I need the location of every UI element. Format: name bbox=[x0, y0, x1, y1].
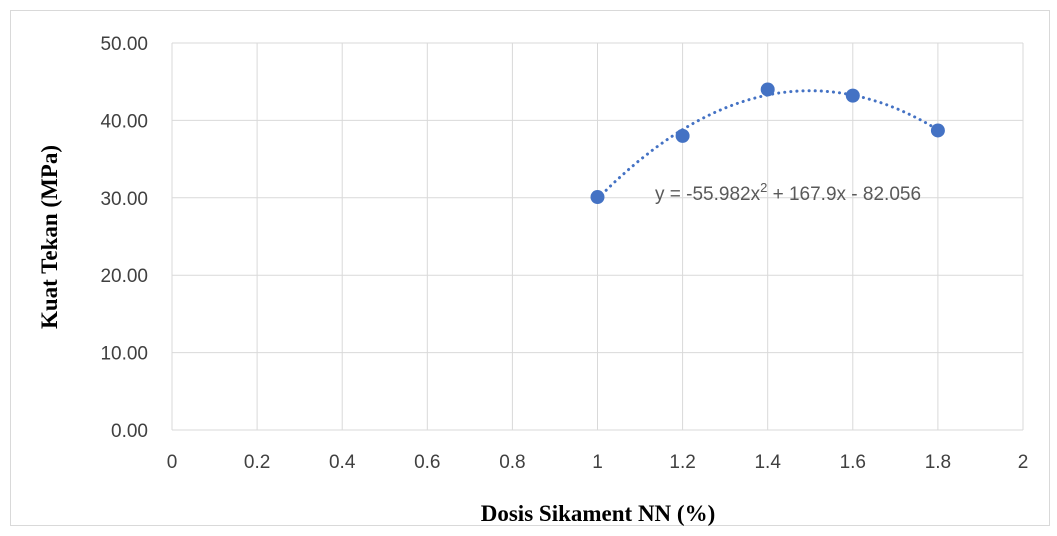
x-tick-label: 1.4 bbox=[754, 452, 781, 473]
x-tick-label: 2 bbox=[1018, 452, 1029, 473]
tick-labels-layer: 0 0.2 0.4 0.6 0.8 1 1.2 1.4 1.6 1.8 20.0010.0020.0… bbox=[100, 34, 1028, 473]
y-tick-label: 0.00 bbox=[111, 421, 148, 442]
chart-frame bbox=[10, 10, 1050, 526]
x-tick-label: 0.6 bbox=[414, 452, 440, 473]
data-point bbox=[930, 123, 945, 138]
grid-layer bbox=[171, 42, 1024, 431]
y-axis-title: Kuat Tekan (MPa) bbox=[37, 145, 62, 329]
x-tick-label: 1 bbox=[592, 452, 603, 473]
x-tick-label: 0.4 bbox=[329, 452, 356, 473]
data-points-layer bbox=[590, 82, 945, 205]
data-point bbox=[760, 82, 775, 97]
y-tick-label: 20.00 bbox=[100, 266, 148, 287]
data-point bbox=[675, 128, 690, 143]
y-tick-label: 50.00 bbox=[100, 34, 148, 55]
x-tick-label: 1.2 bbox=[669, 452, 695, 473]
x-tick-label: 1.6 bbox=[840, 452, 866, 473]
x-tick-label: 0.8 bbox=[499, 452, 525, 473]
x-tick-label: 1.8 bbox=[925, 452, 951, 473]
y-tick-label: 30.00 bbox=[100, 189, 148, 210]
x-tick-label: 0 bbox=[167, 452, 178, 473]
x-tick-label: 0.2 bbox=[244, 452, 270, 473]
x-axis-title: Dosis Sikament NN (%) bbox=[481, 501, 715, 526]
trendline-equation: y = -55.982x2 + 167.9x - 82.056 bbox=[655, 180, 921, 205]
y-tick-label: 40.00 bbox=[100, 111, 148, 132]
y-tick-label: 10.00 bbox=[100, 344, 148, 365]
data-point bbox=[845, 88, 860, 103]
data-point bbox=[590, 190, 605, 205]
